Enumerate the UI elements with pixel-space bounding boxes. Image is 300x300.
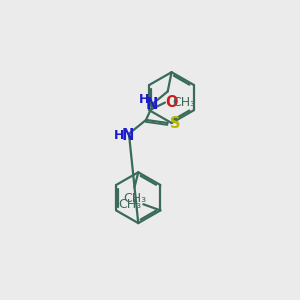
Text: N: N — [121, 128, 134, 143]
Text: CH₃: CH₃ — [123, 192, 146, 205]
Text: N: N — [145, 97, 158, 112]
Text: O: O — [166, 95, 178, 110]
Text: CH₃: CH₃ — [173, 96, 196, 109]
Text: H: H — [114, 129, 124, 142]
Text: CH₃: CH₃ — [119, 198, 142, 211]
Text: S: S — [170, 116, 181, 131]
Text: H: H — [139, 93, 149, 106]
